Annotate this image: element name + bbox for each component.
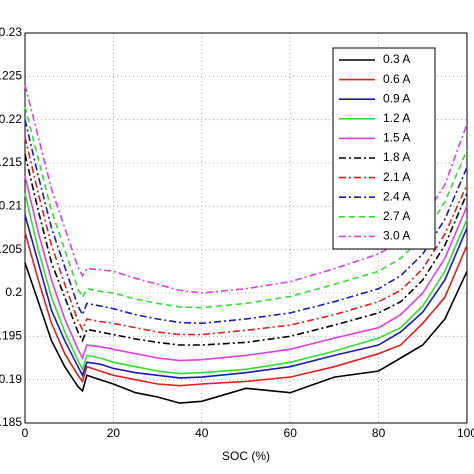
x-tick-label: 80 <box>372 426 386 440</box>
x-tick-label: 40 <box>195 426 209 440</box>
y-tick-label: 0.185 <box>0 415 22 429</box>
series-line <box>24 232 468 387</box>
y-tick-label: 0.22 <box>0 112 22 126</box>
x-tick-label: 0 <box>22 426 29 440</box>
legend-label: 1.8 A <box>383 150 410 164</box>
legend-label: 1.2 A <box>383 111 410 125</box>
series-line <box>24 136 468 336</box>
series-line <box>24 84 468 294</box>
series-line <box>24 106 468 309</box>
series-line <box>24 262 468 404</box>
x-tick-label: 60 <box>284 426 298 440</box>
legend-label: 0.3 A <box>383 52 410 66</box>
y-tick-label: 0.195 <box>0 329 22 343</box>
legend-label: 3.0 A <box>383 229 410 243</box>
series-line <box>24 193 468 375</box>
series-line <box>24 154 468 346</box>
legend-label: 2.1 A <box>383 170 410 184</box>
x-tick-label: 100 <box>457 426 474 440</box>
y-tick-label: 0.215 <box>0 155 22 169</box>
legend-label: 2.7 A <box>383 209 410 223</box>
series-line <box>24 119 468 325</box>
x-tick-label: 20 <box>107 426 121 440</box>
series-line <box>24 214 468 379</box>
legend-label: 1.5 A <box>383 131 410 145</box>
legend-label: 2.4 A <box>383 189 410 203</box>
x-axis-label: SOC (%) <box>222 449 270 463</box>
series-line <box>24 175 468 362</box>
y-tick-label: 0.23 <box>0 25 22 39</box>
y-tick-label: 0.225 <box>0 69 22 83</box>
legend-label: 0.6 A <box>383 72 410 86</box>
y-tick-label: 0.2 <box>5 285 22 299</box>
legend-label: 0.9 A <box>383 91 410 105</box>
y-tick-label: 0.21 <box>0 199 22 213</box>
y-tick-label: 0.205 <box>0 242 22 256</box>
y-tick-label: 0.19 <box>0 372 22 386</box>
legend-box <box>332 47 436 250</box>
